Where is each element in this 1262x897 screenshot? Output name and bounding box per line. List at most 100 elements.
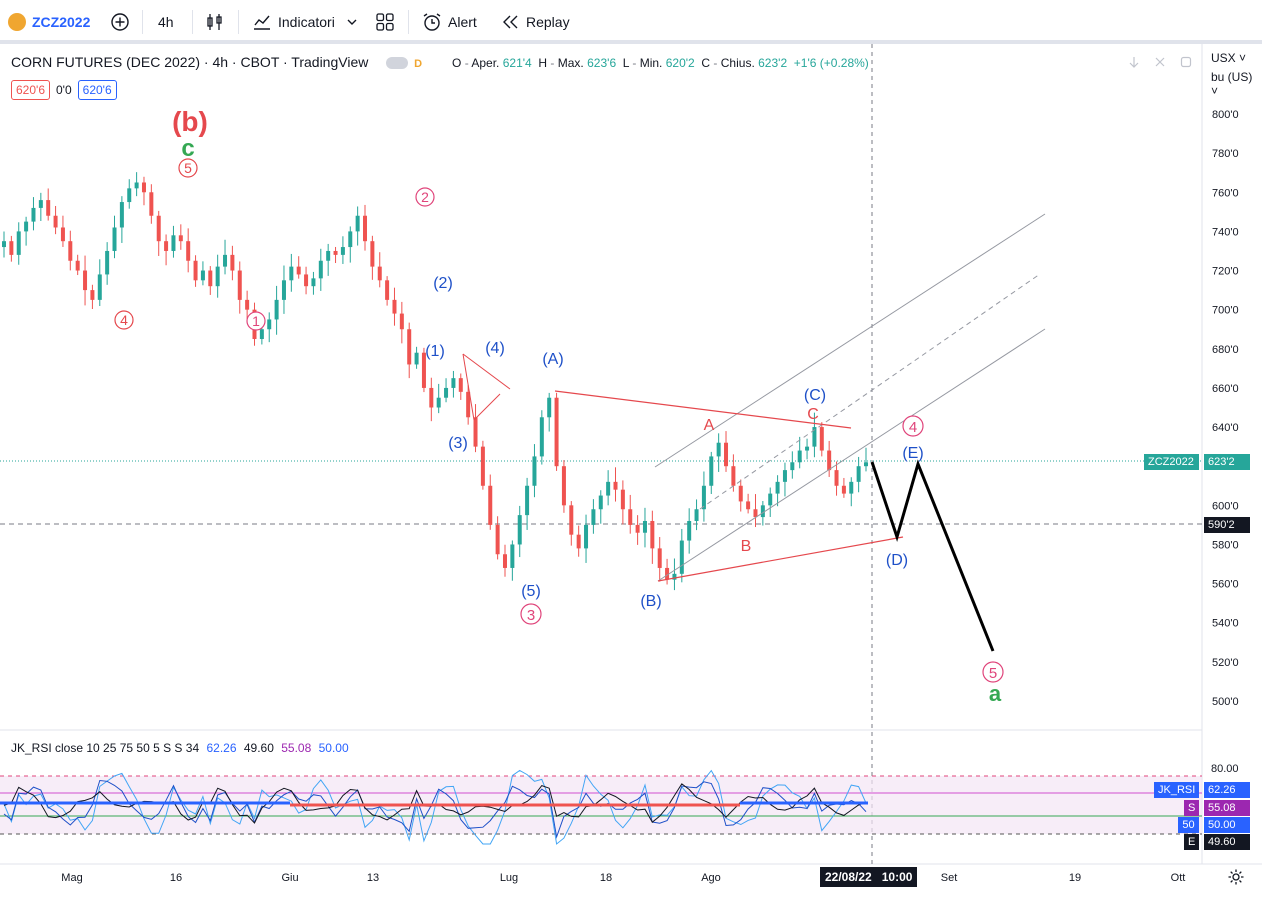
time-tick-label: Set	[941, 872, 958, 884]
chart-type-button[interactable]	[206, 0, 224, 44]
candle-body	[392, 299, 397, 314]
candle-body	[377, 266, 382, 281]
candle-body	[370, 241, 375, 267]
low-value: 620'2	[665, 56, 695, 70]
rsi-tag-v3: 55.08	[1204, 800, 1250, 816]
currency-selector[interactable]: USX ˅	[1211, 51, 1246, 65]
candle-body	[193, 260, 198, 281]
eye-toggle[interactable]	[386, 57, 409, 70]
candle-body	[805, 446, 810, 451]
candle-body	[466, 391, 471, 418]
open-value: 621'4	[502, 56, 532, 70]
high-name: Max.	[557, 56, 584, 70]
arrow-down-icon[interactable]	[1128, 56, 1140, 68]
price-tick-label: 780'0	[1212, 148, 1239, 160]
candle-body	[134, 182, 139, 189]
candle-body	[75, 260, 80, 271]
candle-body	[687, 520, 692, 541]
open-name: Aper.	[471, 56, 500, 70]
candle-body	[812, 427, 817, 447]
low-label: L	[622, 56, 630, 70]
candle-body	[598, 495, 603, 510]
price-tick-label: 520'0	[1212, 657, 1239, 669]
spread-value: 0'0	[56, 83, 72, 97]
candle-body	[797, 450, 802, 463]
symbol-search-button[interactable]: ZCZ2022	[8, 0, 90, 44]
indicators-label: Indicatori	[278, 14, 335, 30]
wave-circle-4-left: 4	[114, 310, 134, 330]
wave-label-p2: (2)	[433, 275, 453, 292]
rsi-tag-s-label: S	[1184, 800, 1199, 816]
candle-body	[53, 215, 58, 228]
price-tick-label: 560'0	[1212, 579, 1239, 591]
candle-body	[112, 227, 117, 251]
time-axis[interactable]: Mag 16 Giu 13 Lug 18 Ago Set 19 Ott	[61, 872, 1185, 884]
crosshair-date: 22/08/22	[825, 870, 872, 884]
rsi-lines	[0, 769, 868, 845]
candle-body	[141, 182, 146, 193]
candle-body	[561, 466, 566, 506]
price-tick-label: 640'0	[1212, 422, 1239, 434]
maximize-icon[interactable]	[1180, 56, 1192, 68]
candle-body	[672, 573, 677, 580]
change-value: +1'6 (+0.28%)	[793, 56, 869, 70]
price-tick-label: 500'0	[1212, 696, 1239, 708]
ask-button[interactable]: 620'6	[77, 80, 117, 100]
candle-body	[97, 274, 102, 300]
wave-label-pE: (E)	[902, 445, 923, 462]
price-axis[interactable]: 800'0 780'0 760'0 740'0 720'0 700'0 680'0 660'0…	[1212, 109, 1239, 708]
time-tick-label: 13	[367, 872, 379, 884]
time-tick-label: 19	[1069, 872, 1081, 884]
candle-body	[178, 235, 183, 242]
candle-body	[856, 466, 861, 482]
compare-symbol-button[interactable]	[110, 0, 130, 44]
price-tick-label: 800'0	[1212, 109, 1239, 121]
candle-body	[164, 241, 169, 251]
candle-body	[230, 254, 235, 271]
rsi-legend: JK_RSI close 10 25 75 50 5 S S 34 62.26 …	[11, 741, 349, 755]
rsi-tag-v2: 49.60	[1204, 834, 1250, 850]
last-symbol-tag: ZCZ2022	[1144, 454, 1199, 470]
candle-body	[539, 417, 544, 457]
layouts-button[interactable]	[376, 0, 394, 44]
candle-body	[237, 270, 242, 300]
candle-body	[628, 509, 633, 525]
wave-circle-5-top: 5	[178, 158, 198, 178]
unit-selector[interactable]: bu (US) ˅	[1211, 70, 1262, 98]
rsi-value-2: 49.60	[243, 741, 274, 755]
chart-canvas[interactable]: (b) c 5 4 1 2 (2) (1) (4) (3) (A) (B) (C…	[0, 44, 1262, 897]
candle-body	[333, 250, 338, 255]
gear-icon[interactable]	[1227, 868, 1245, 886]
svg-text:2: 2	[421, 189, 429, 205]
candle-body	[223, 254, 228, 267]
candle-body	[245, 299, 250, 310]
indicators-button[interactable]: Indicatori	[252, 0, 357, 44]
rewind-icon	[503, 15, 518, 29]
interval-button[interactable]: 4h	[158, 0, 174, 44]
chart-area[interactable]: (b) c 5 4 1 2 (2) (1) (4) (3) (A) (B) (C…	[0, 44, 1262, 897]
time-tick-label: Lug	[500, 872, 518, 884]
currency-label: USX	[1211, 51, 1236, 65]
rsi-value-1: 62.26	[206, 741, 237, 755]
price-tick-label: 600'0	[1212, 500, 1239, 512]
candle-body	[259, 329, 264, 340]
alert-button[interactable]: Alert	[422, 0, 477, 44]
replay-button[interactable]: Replay	[502, 0, 570, 44]
svg-text:1: 1	[252, 313, 260, 329]
candle-body	[635, 524, 640, 533]
candle-body	[731, 466, 736, 486]
bid-button[interactable]: 620'6	[11, 80, 50, 100]
candle-body	[414, 352, 419, 365]
high-value: 623'6	[587, 56, 617, 70]
candle-body	[473, 417, 478, 447]
wave-circle-3: 3	[520, 603, 542, 625]
price-tick-label: 720'0	[1212, 266, 1239, 278]
wave-label-a-green: a	[989, 681, 1002, 706]
wave-label-b-big: (b)	[172, 106, 208, 137]
candle-body	[724, 442, 729, 467]
candle-body	[841, 485, 846, 494]
close-icon[interactable]	[1154, 56, 1166, 68]
candle-body	[38, 200, 43, 208]
candle-body	[517, 515, 522, 545]
price-tick-label: 680'0	[1212, 344, 1239, 356]
